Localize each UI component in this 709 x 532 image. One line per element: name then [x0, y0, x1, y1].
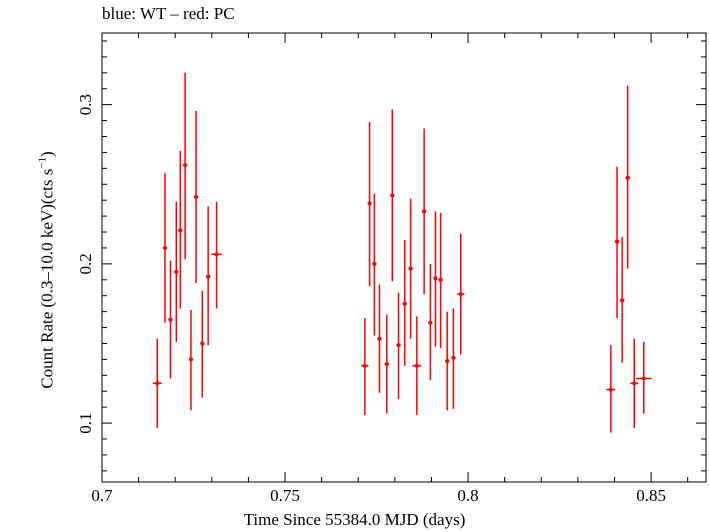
plot-frame — [101, 32, 707, 483]
point-marker — [445, 358, 450, 363]
point-marker — [390, 193, 395, 198]
point-marker — [377, 336, 382, 341]
data-point — [625, 85, 630, 269]
point-marker — [200, 341, 205, 346]
data-point — [428, 263, 433, 381]
point-marker — [362, 363, 367, 368]
y-axis-label: Count Rate (0.3–10.0 keV)(cts s−1) — [37, 151, 58, 388]
x-axis-label: Time Since 55384.0 MJD (days) — [243, 510, 466, 529]
data-point — [444, 311, 450, 411]
data-points — [152, 72, 652, 433]
data-point — [188, 310, 194, 411]
point-marker — [433, 276, 438, 281]
point-marker — [367, 201, 372, 206]
point-marker — [372, 261, 377, 266]
data-point — [408, 198, 413, 339]
data-point — [630, 338, 639, 428]
point-marker — [174, 269, 179, 274]
chart-title: blue: WT – red: PC — [102, 4, 235, 23]
point-marker — [408, 266, 413, 271]
data-point — [200, 290, 205, 398]
point-marker — [384, 362, 389, 367]
data-point — [377, 284, 382, 393]
point-marker — [414, 363, 419, 368]
data-point — [619, 236, 625, 363]
y-axis-label-unit-exponent: −1 — [36, 156, 49, 169]
y-tick-label: 0.2 — [76, 253, 95, 274]
data-point — [396, 292, 401, 400]
data-point — [193, 111, 199, 283]
point-marker — [178, 228, 183, 233]
data-point — [614, 166, 620, 319]
data-point — [162, 173, 168, 323]
point-marker — [183, 163, 188, 168]
point-marker — [214, 252, 219, 257]
data-point — [402, 239, 407, 366]
y-tick-label: 0.3 — [76, 94, 95, 115]
point-marker — [438, 277, 443, 282]
data-point — [384, 314, 389, 414]
axis-tick-labels: 0.7 0.75 0.8 0.85 0.1 0.2 0.3 — [76, 94, 666, 505]
point-marker — [632, 381, 637, 386]
point-marker — [625, 175, 630, 180]
data-point — [372, 193, 377, 336]
point-marker — [615, 239, 620, 244]
data-point — [390, 109, 395, 282]
x-tick-label: 0.75 — [270, 486, 300, 505]
data-point — [636, 341, 652, 414]
point-marker — [168, 317, 173, 322]
data-point — [457, 233, 465, 355]
point-marker — [458, 292, 463, 297]
axis-ticks — [101, 33, 706, 482]
x-tick-label: 0.8 — [457, 486, 478, 505]
data-point — [152, 338, 162, 428]
point-marker — [396, 343, 401, 348]
data-point — [451, 308, 456, 409]
point-marker — [641, 376, 646, 381]
point-marker — [451, 355, 456, 360]
data-point — [606, 345, 616, 433]
point-marker — [608, 387, 613, 392]
data-point — [182, 72, 188, 260]
data-point — [412, 316, 422, 416]
y-tick-label: 0.1 — [76, 412, 95, 433]
point-marker — [206, 274, 211, 279]
data-point — [367, 122, 372, 287]
data-point — [174, 201, 179, 342]
data-point — [205, 206, 211, 346]
point-marker — [188, 357, 193, 362]
point-marker — [422, 209, 427, 214]
point-marker — [402, 301, 407, 306]
data-point — [211, 201, 222, 309]
data-point — [438, 212, 443, 349]
point-marker — [428, 320, 433, 325]
point-marker — [162, 245, 167, 250]
y-axis-label-close: ) — [37, 151, 57, 157]
data-point — [421, 128, 427, 295]
data-point — [433, 211, 438, 347]
data-point — [168, 260, 173, 379]
x-tick-label: 0.7 — [91, 486, 113, 505]
x-tick-label: 0.85 — [636, 486, 666, 505]
y-axis-label-text: Count Rate (0.3–10.0 keV)(cts s — [37, 168, 57, 389]
point-marker — [194, 194, 199, 199]
point-marker — [155, 381, 160, 386]
data-point — [178, 150, 183, 309]
data-point — [361, 318, 369, 416]
point-marker — [620, 298, 625, 303]
